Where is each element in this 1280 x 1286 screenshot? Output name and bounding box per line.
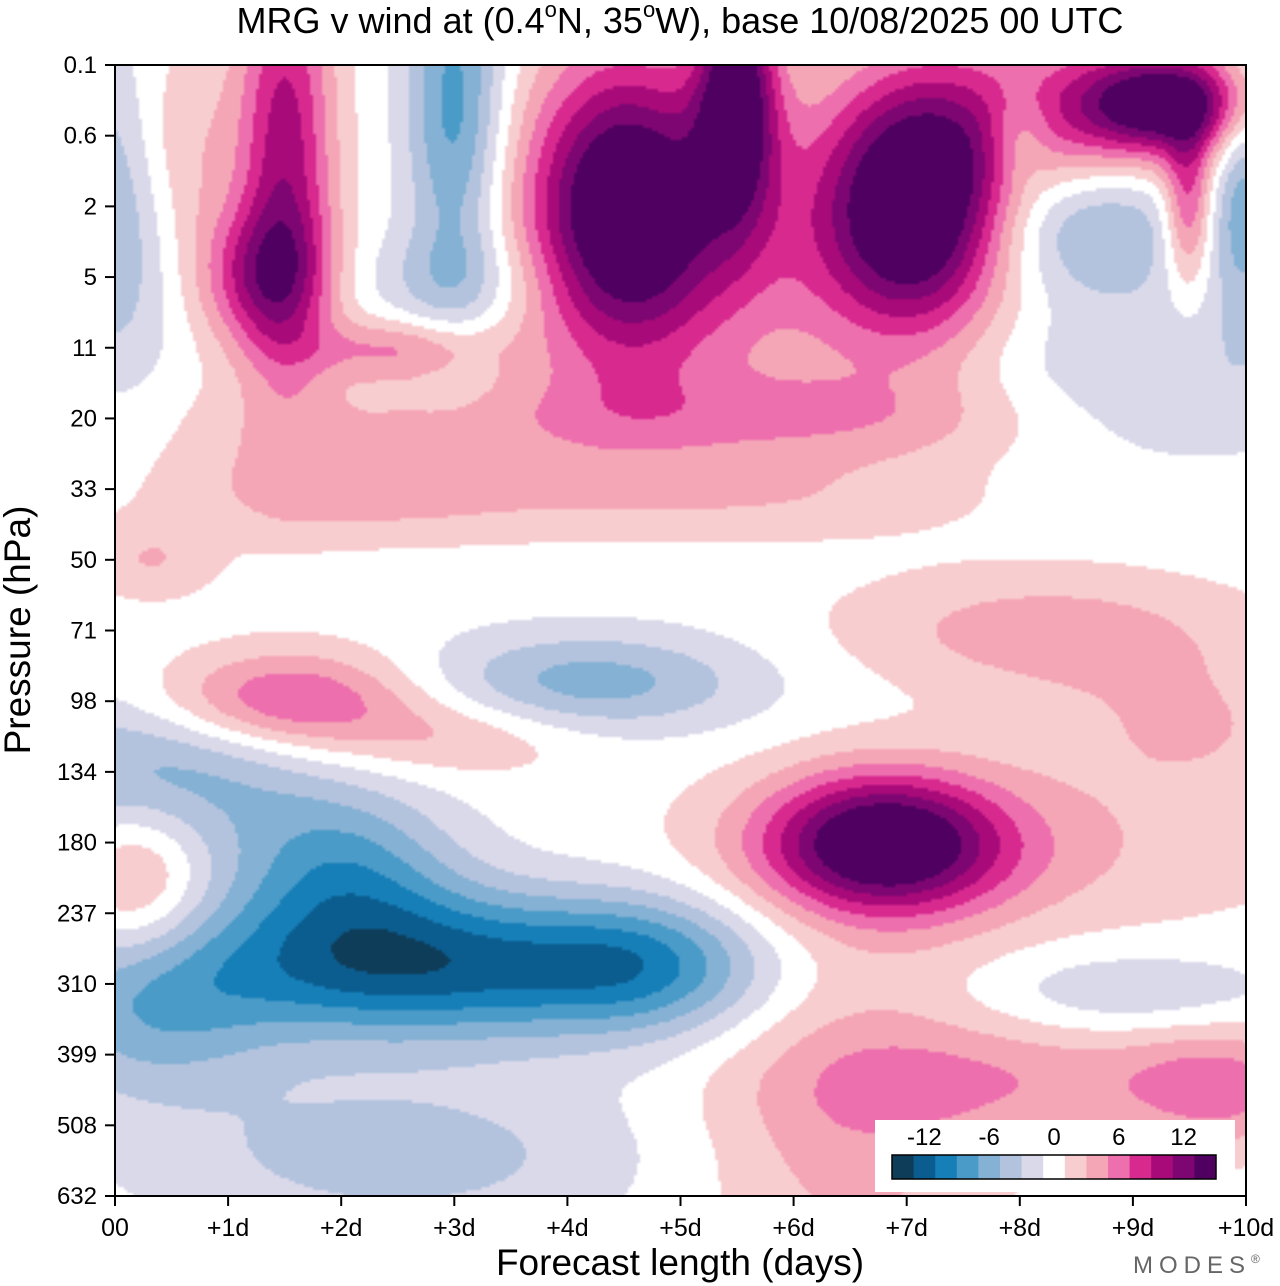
y-tick-label: 2: [84, 193, 97, 220]
y-tick-label: 71: [70, 618, 97, 645]
colorbar-swatch: [1129, 1155, 1152, 1179]
y-axis-label: Pressure (hPa): [0, 506, 38, 755]
colorbar-swatch: [892, 1155, 915, 1179]
chart-title: MRG v wind at (0.4oN, 35oW), base 10/08/…: [237, 0, 1124, 41]
colorbar-swatch: [1108, 1155, 1131, 1179]
x-axis: 00 +1d +2d +3d +4d +5d +6d +7d +8d +9d +10d: [101, 1196, 1274, 1242]
colorbar-swatch: [1172, 1155, 1195, 1179]
y-tick-label: 237: [57, 900, 97, 927]
y-tick-label: 0.6: [64, 123, 97, 150]
x-tick-label: +6d: [772, 1214, 814, 1242]
colorbar-swatch: [1151, 1155, 1174, 1179]
colorbar-swatch: [1021, 1155, 1044, 1179]
x-tick-label: +8d: [999, 1214, 1041, 1242]
x-tick-label: 00: [101, 1214, 129, 1242]
colorbar-tick-label: 0: [1047, 1124, 1060, 1151]
colorbar-swatch: [1000, 1155, 1023, 1179]
colorbar-swatch: [956, 1155, 979, 1179]
y-axis: 0.1 0.6 2 5 11 20 33 50 71 98 134 180 237 310 399 508 63…: [57, 52, 115, 1210]
x-tick-label: +4d: [546, 1214, 588, 1242]
x-tick-label: +1d: [207, 1214, 249, 1242]
x-tick-label: +7d: [885, 1214, 927, 1242]
y-tick-label: 508: [57, 1112, 97, 1139]
x-tick-label: +9d: [1112, 1214, 1154, 1242]
y-tick-label: 5: [84, 264, 97, 291]
y-tick-label: 11: [72, 335, 97, 362]
colorbar-swatch: [1043, 1155, 1066, 1179]
colorbar-swatch: [935, 1155, 958, 1179]
y-tick-label: 33: [70, 476, 97, 503]
x-tick-label: +3d: [433, 1214, 475, 1242]
colorbar: -12 -6 0 6 12: [875, 1120, 1235, 1192]
x-axis-label: Forecast length (days): [496, 1242, 864, 1283]
contour-field: [115, 65, 1246, 1196]
x-tick-label: +2d: [320, 1214, 362, 1242]
y-tick-label: 98: [70, 688, 97, 715]
y-tick-label: 134: [57, 759, 97, 786]
colorbar-tick-label: 6: [1112, 1124, 1125, 1151]
colorbar-tick-label: -6: [979, 1124, 1000, 1151]
x-tick-label: +5d: [659, 1214, 701, 1242]
colorbar-swatch: [978, 1155, 1001, 1179]
colorbar-tick-label: -12: [907, 1124, 942, 1151]
y-tick-label: 399: [57, 1042, 97, 1069]
plot-area: [115, 65, 1246, 1196]
x-tick-label: +10d: [1218, 1214, 1274, 1242]
y-tick-label: 50: [70, 547, 97, 574]
colorbar-swatch: [1194, 1155, 1217, 1179]
colorbar-frame: [891, 1154, 1217, 1180]
colorbar-swatch: [1086, 1155, 1109, 1179]
y-tick-label: 0.1: [64, 52, 97, 79]
y-tick-label: 20: [70, 405, 97, 432]
y-tick-label: 310: [57, 971, 97, 998]
modes-logo: MODES®: [1133, 1252, 1266, 1279]
y-tick-label: 180: [57, 830, 97, 857]
colorbar-swatch: [1064, 1155, 1087, 1179]
y-tick-label: 632: [57, 1183, 97, 1210]
colorbar-swatch: [913, 1155, 936, 1179]
colorbar-tick-label: 12: [1170, 1124, 1197, 1151]
